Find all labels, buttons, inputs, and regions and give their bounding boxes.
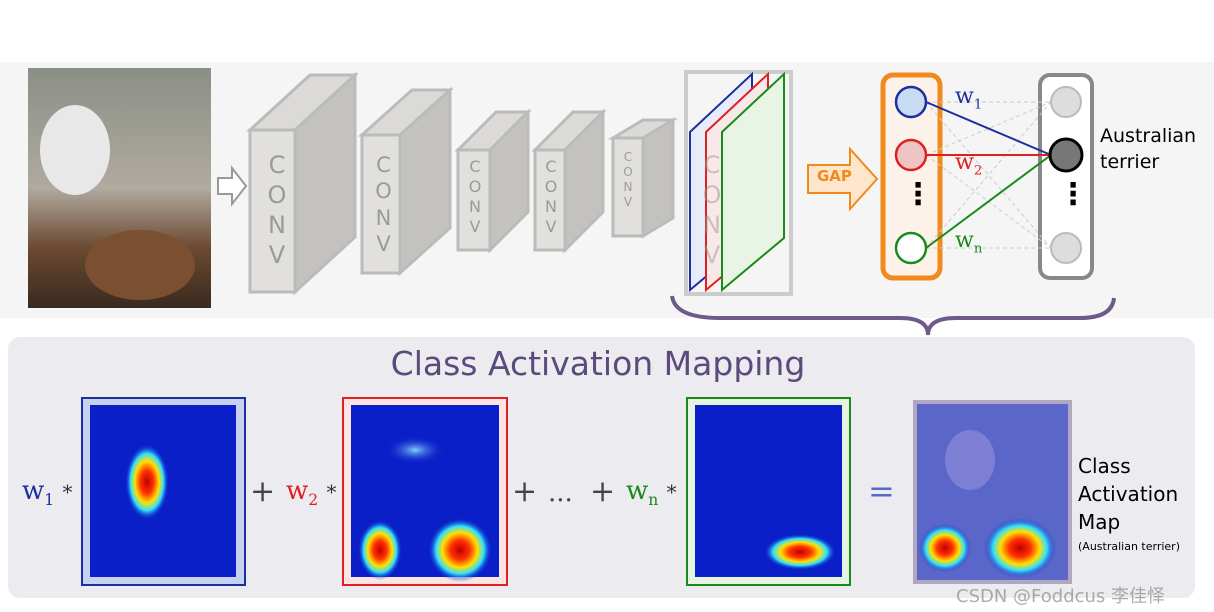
weight-index: 2 xyxy=(973,163,983,179)
output-node xyxy=(1050,232,1082,264)
gap-node xyxy=(894,138,928,172)
operator: * xyxy=(62,480,73,504)
heatmap-1 xyxy=(81,397,246,586)
weight-letter: w xyxy=(955,84,974,109)
weight-index: 1 xyxy=(44,491,55,510)
output-layer xyxy=(1038,73,1094,280)
heatmap-n xyxy=(686,397,851,586)
conv-label: CONV xyxy=(375,153,392,256)
cam-result xyxy=(913,400,1072,584)
weight-index: n xyxy=(973,241,983,257)
plus: + xyxy=(250,474,276,509)
input-arrow xyxy=(217,165,248,207)
photo-shirt xyxy=(40,105,110,195)
ellipsis: ... xyxy=(548,478,573,508)
plus: + xyxy=(590,474,616,509)
term: w1 * xyxy=(22,476,72,509)
weight-index: 2 xyxy=(308,491,319,510)
weight-letter: w xyxy=(286,476,309,506)
weight-label: wn xyxy=(955,228,982,256)
conv-label: CONV xyxy=(468,157,482,236)
weight-label: w2 xyxy=(955,150,982,178)
weight-letter: w xyxy=(955,228,974,253)
term: wn * xyxy=(626,476,677,509)
weight-letter: w xyxy=(955,150,974,175)
conv-label: CONV xyxy=(267,151,287,269)
brace xyxy=(670,295,1116,336)
result-class: (Australian terrier) xyxy=(1078,540,1180,553)
gap-layer xyxy=(880,72,943,281)
plus: + xyxy=(512,474,538,509)
weight-letter: w xyxy=(22,476,45,506)
ellipsis: ⋮ xyxy=(1058,177,1088,212)
gap-node xyxy=(894,231,928,265)
weight-index: n xyxy=(648,491,659,510)
gap-arrow xyxy=(807,146,879,212)
weight-label: w1 xyxy=(955,84,982,112)
conv-label: CONV xyxy=(623,150,633,209)
operator: * xyxy=(326,480,337,504)
conv-blocks xyxy=(246,71,679,296)
feature-maps xyxy=(684,70,793,296)
term: w2 * xyxy=(286,476,336,509)
weight-index: 1 xyxy=(973,97,983,113)
gap-label: GAP xyxy=(817,167,852,185)
result-label: Class Activation Map xyxy=(1078,454,1179,534)
operator: * xyxy=(666,480,677,504)
output-node-active xyxy=(1048,137,1084,173)
conv-label: CONV xyxy=(702,151,722,269)
heatmap-2 xyxy=(342,397,508,586)
equals: = xyxy=(868,472,895,510)
watermark: CSDN @Foddcus 李佳怿 xyxy=(956,586,1166,607)
gap-node xyxy=(894,85,928,119)
output-node xyxy=(1050,86,1082,118)
ellipsis: ⋮ xyxy=(903,177,933,212)
output-label: Australian terrier xyxy=(1100,125,1197,173)
connection-wn xyxy=(925,154,1052,249)
weight-letter: w xyxy=(626,476,649,506)
cam-title: Class Activation Mapping xyxy=(390,344,806,383)
conv-label: CONV xyxy=(544,157,558,236)
cam-panel xyxy=(8,337,1195,598)
photo-dog xyxy=(85,230,195,300)
connection-w1 xyxy=(925,101,1052,156)
